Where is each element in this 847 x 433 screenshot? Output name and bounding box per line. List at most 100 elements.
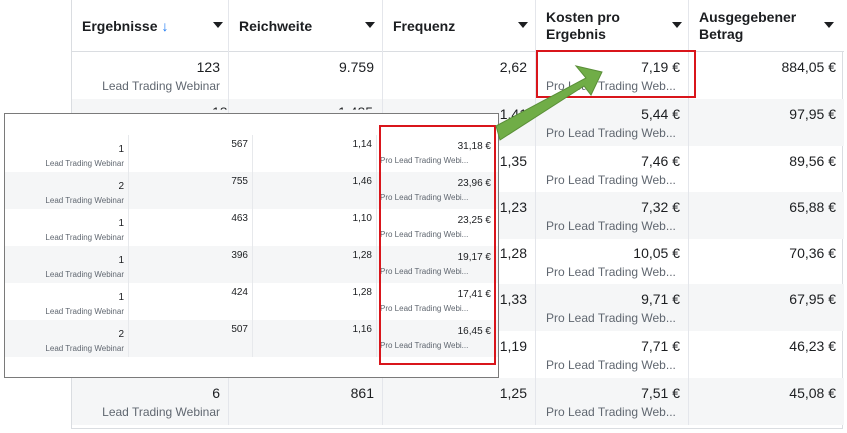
results-value: 123 bbox=[196, 59, 220, 75]
zoom-results-type: Lead Trading Webinar bbox=[45, 233, 124, 242]
reach-value: 9.759 bbox=[338, 59, 374, 75]
frequency-cell: 1,25 bbox=[383, 378, 536, 425]
zoom-frequency-value: 1,46 bbox=[352, 176, 372, 187]
cost-value: 7,32 € bbox=[641, 199, 680, 215]
zoom-results-cell: 1 Lead Trading Webinar bbox=[5, 135, 129, 172]
zoom-reach-cell: 396 bbox=[129, 246, 253, 283]
table-row: 6 Lead Trading Webinar 861 1,25 7,51 € Pro Le… bbox=[72, 378, 844, 425]
zoom-cost-cell: 31,18 € Pro Lead Trading Webi... bbox=[377, 135, 495, 172]
results-cell: 6 Lead Trading Webinar bbox=[72, 378, 229, 425]
results-cell: 123 Lead Trading Webinar bbox=[72, 52, 229, 99]
spent-value: 89,56 € bbox=[789, 153, 836, 169]
chevron-down-icon[interactable] bbox=[213, 22, 223, 28]
zoom-results-type: Lead Trading Webinar bbox=[45, 159, 124, 168]
zoom-results-cell: 2 Lead Trading Webinar bbox=[5, 320, 129, 357]
frequency-header-label: Frequenz bbox=[393, 18, 456, 34]
zoom-cost-cell: 17,41 € Pro Lead Trading Webi... bbox=[377, 283, 495, 320]
frequency-value: 2,62 bbox=[499, 59, 527, 75]
zoom-frequency-cell: 1,28 bbox=[253, 246, 377, 283]
zoom-results-cell: 1 Lead Trading Webinar bbox=[5, 283, 129, 320]
table-row: 1,28 10,05 € Pro Lead Trading Web... 70,36 … bbox=[72, 238, 844, 285]
zoom-frequency-value: 1,14 bbox=[352, 139, 372, 150]
table-header: Ergebnisse ↓ Reichweite Frequenz Kosten p… bbox=[72, 0, 844, 52]
amount-spent-cell: 70,36 € bbox=[689, 238, 844, 285]
amount-spent-cell: 884,05 € bbox=[689, 52, 844, 99]
frequency-value: 1,25 bbox=[499, 385, 527, 401]
zoom-reach-value: 507 bbox=[231, 324, 248, 335]
zoom-frequency-cell: 1,10 bbox=[253, 209, 377, 246]
zoom-frequency-value: 1,28 bbox=[352, 250, 372, 261]
cost-per-result-cell: 7,51 € Pro Lead Trading Web... bbox=[536, 378, 689, 425]
results-type: Lead Trading Webinar bbox=[102, 405, 220, 419]
spent-value: 884,05 € bbox=[781, 59, 837, 75]
zoom-cost-cell: 16,45 € Pro Lead Trading Webi... bbox=[377, 320, 495, 357]
zoom-results-cell: 2 Lead Trading Webinar bbox=[5, 172, 129, 209]
column-header-cost-per-result[interactable]: Kosten pro Ergebnis bbox=[536, 0, 689, 52]
zoom-results-value: 1 bbox=[118, 292, 124, 303]
zoom-reach-value: 424 bbox=[231, 287, 248, 298]
chevron-down-icon[interactable] bbox=[824, 22, 834, 28]
column-header-reach[interactable]: Reichweite bbox=[229, 0, 383, 52]
zoom-cost-value: 19,17 € bbox=[457, 252, 491, 263]
table-row: 123 Lead Trading Webinar 9.759 2,62 7,19 € Pr… bbox=[72, 52, 844, 99]
amount-spent-cell: 97,95 € bbox=[689, 99, 844, 146]
cost-type: Pro Lead Trading Web... bbox=[546, 173, 676, 187]
sort-descending-icon[interactable]: ↓ bbox=[161, 18, 169, 34]
cost-value: 7,71 € bbox=[641, 338, 680, 354]
spent-value: 45,08 € bbox=[789, 385, 836, 401]
cost-per-result-cell: 5,44 € Pro Lead Trading Web... bbox=[536, 99, 689, 146]
reach-cell: 9.759 bbox=[229, 52, 383, 99]
results-header-label: Ergebnisse bbox=[82, 18, 158, 34]
zoom-table-row: 1 Lead Trading Webinar 463 1,10 23,25 € Pro L… bbox=[5, 209, 498, 246]
zoom-frequency-cell: 1,46 bbox=[253, 172, 377, 209]
table-row: 1,19 7,71 € Pro Lead Trading Web... 46,23 € bbox=[72, 331, 844, 378]
zoom-frequency-value: 1,28 bbox=[352, 287, 372, 298]
zoom-reach-value: 567 bbox=[231, 139, 248, 150]
zoom-frequency-cell: 1,16 bbox=[253, 320, 377, 357]
zoom-reach-cell: 755 bbox=[129, 172, 253, 209]
spent-header-label: Ausgegebener Betrag bbox=[699, 9, 797, 42]
row-2-results-partial: 18 bbox=[212, 104, 228, 110]
frequency-value: 1,28 bbox=[499, 245, 527, 261]
zoom-cost-cell: 19,17 € Pro Lead Trading Webi... bbox=[377, 246, 495, 283]
cost-type: Pro Lead Trading Web... bbox=[546, 405, 676, 419]
zoomed-rows-overlay: 1 Lead Trading Webinar 567 1,14 31,18 € Pro L… bbox=[4, 113, 499, 378]
cost-per-result-cell: 9,71 € Pro Lead Trading Web... bbox=[536, 284, 689, 331]
cost-per-result-cell: 10,05 € Pro Lead Trading Web... bbox=[536, 238, 689, 285]
column-header-amount-spent[interactable]: Ausgegebener Betrag bbox=[689, 0, 844, 52]
zoom-reach-cell: 567 bbox=[129, 135, 253, 172]
column-header-results[interactable]: Ergebnisse ↓ bbox=[72, 0, 229, 52]
chevron-down-icon[interactable] bbox=[518, 22, 528, 28]
cost-value: 7,51 € bbox=[641, 385, 680, 401]
spent-value: 46,23 € bbox=[789, 338, 836, 354]
cost-per-result-cell: 7,32 € Pro Lead Trading Web... bbox=[536, 192, 689, 239]
spent-value: 70,36 € bbox=[789, 245, 836, 261]
zoom-cost-value: 16,45 € bbox=[457, 326, 491, 337]
cost-value: 9,71 € bbox=[641, 291, 680, 307]
row-2-reach-partial: 1.485 bbox=[338, 104, 373, 110]
zoom-results-cell: 1 Lead Trading Webinar bbox=[5, 209, 129, 246]
zoom-reach-value: 463 bbox=[231, 213, 248, 224]
frequency-cell: 2,62 bbox=[383, 52, 536, 99]
frequency-value: 1,33 bbox=[499, 291, 527, 307]
cost-per-result-cell: 7,46 € Pro Lead Trading Web... bbox=[536, 146, 689, 193]
zoom-results-cell: 1 Lead Trading Webinar bbox=[5, 246, 129, 283]
cost-type: Pro Lead Trading Web... bbox=[546, 265, 676, 279]
cost-value: 7,46 € bbox=[641, 153, 680, 169]
frequency-value: 1,41 bbox=[499, 106, 527, 122]
cost-type: Pro Lead Trading Web... bbox=[546, 126, 676, 140]
zoom-cost-value: 23,25 € bbox=[457, 215, 491, 226]
chevron-down-icon[interactable] bbox=[365, 22, 375, 28]
zoom-table-row: 1 Lead Trading Webinar 396 1,28 19,17 € Pro L… bbox=[5, 246, 498, 283]
results-type: Lead Trading Webinar bbox=[102, 79, 220, 93]
column-header-frequency[interactable]: Frequenz bbox=[383, 0, 536, 52]
frequency-value: 1,19 bbox=[499, 338, 527, 354]
frequency-value: 1,23 bbox=[499, 199, 527, 215]
zoom-results-value: 1 bbox=[118, 218, 124, 229]
cost-value: 5,44 € bbox=[641, 106, 680, 122]
zoom-cost-cell: 23,25 € Pro Lead Trading Webi... bbox=[377, 209, 495, 246]
results-value: 6 bbox=[212, 385, 220, 401]
zoom-table-row: 2 Lead Trading Webinar 507 1,16 16,45 € Pro L… bbox=[5, 320, 498, 357]
cost-value: 10,05 € bbox=[633, 245, 680, 261]
chevron-down-icon[interactable] bbox=[672, 22, 682, 28]
